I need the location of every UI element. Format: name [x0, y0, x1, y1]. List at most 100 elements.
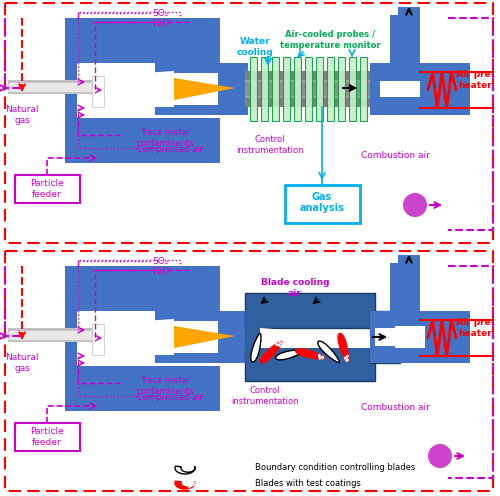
Text: Blade cooling
air: Blade cooling air: [261, 278, 329, 298]
Bar: [245, 94, 370, 107]
Bar: [8, 80, 96, 94]
Text: analysis: analysis: [300, 203, 344, 213]
Bar: [65, 366, 220, 411]
Bar: [294, 57, 301, 121]
Bar: [5, 251, 493, 491]
Bar: [5, 3, 493, 243]
Bar: [390, 263, 420, 311]
Text: H₂O: H₂O: [152, 18, 170, 27]
Polygon shape: [175, 466, 195, 474]
Bar: [245, 71, 370, 84]
Bar: [92, 76, 104, 107]
Bar: [261, 57, 268, 121]
Bar: [370, 311, 400, 363]
Polygon shape: [155, 63, 220, 73]
Bar: [245, 311, 260, 363]
Bar: [92, 324, 104, 355]
Bar: [272, 57, 279, 121]
Text: Air pre-
heater: Air pre- heater: [456, 318, 494, 338]
Bar: [398, 7, 420, 17]
Text: Natural
gas: Natural gas: [5, 353, 39, 372]
Bar: [398, 255, 420, 265]
Polygon shape: [220, 63, 245, 115]
Text: Trace metal
contaminants: Trace metal contaminants: [136, 376, 194, 396]
Bar: [420, 311, 470, 363]
Bar: [327, 57, 334, 121]
Bar: [245, 80, 370, 98]
Text: Blades with test coatings: Blades with test coatings: [255, 479, 361, 488]
Bar: [349, 57, 356, 121]
Bar: [8, 82, 96, 92]
Bar: [15, 423, 80, 451]
Text: Combustion air: Combustion air: [360, 150, 430, 160]
Text: SO₂: SO₂: [152, 8, 168, 17]
Bar: [390, 15, 420, 63]
Polygon shape: [251, 333, 261, 362]
Polygon shape: [338, 333, 348, 362]
Bar: [370, 345, 420, 363]
Text: Combustion air: Combustion air: [360, 404, 430, 413]
Polygon shape: [318, 341, 340, 363]
Bar: [316, 57, 323, 121]
Polygon shape: [220, 311, 245, 363]
Bar: [370, 311, 380, 363]
Polygon shape: [260, 328, 370, 348]
Bar: [420, 311, 435, 363]
Circle shape: [428, 444, 452, 468]
Polygon shape: [155, 353, 220, 363]
Text: Gas: Gas: [312, 192, 332, 202]
Bar: [375, 328, 405, 346]
Polygon shape: [296, 349, 324, 359]
Polygon shape: [155, 105, 220, 115]
Bar: [395, 326, 425, 348]
Polygon shape: [174, 326, 235, 348]
Bar: [245, 293, 375, 328]
Bar: [245, 346, 375, 381]
Polygon shape: [276, 350, 304, 360]
Bar: [65, 18, 220, 63]
Text: Trace metal
contaminants: Trace metal contaminants: [136, 128, 194, 148]
Bar: [8, 328, 96, 342]
Bar: [420, 63, 470, 115]
Bar: [245, 82, 370, 96]
Text: H₂O: H₂O: [152, 266, 170, 275]
Text: Compressed air: Compressed air: [137, 393, 203, 402]
Text: Control
instrumentation: Control instrumentation: [236, 135, 304, 155]
Bar: [370, 63, 420, 81]
Bar: [250, 57, 257, 121]
Polygon shape: [175, 481, 195, 489]
Polygon shape: [174, 78, 235, 100]
Text: Control
instrumentation: Control instrumentation: [231, 386, 299, 406]
Bar: [285, 185, 360, 223]
Text: Water
cooling: Water cooling: [236, 37, 274, 57]
Bar: [8, 330, 96, 340]
Text: SO₂: SO₂: [152, 256, 168, 265]
Polygon shape: [260, 341, 282, 363]
Polygon shape: [96, 319, 174, 355]
Bar: [338, 57, 345, 121]
Bar: [218, 311, 248, 363]
Text: Particle
feeder: Particle feeder: [30, 179, 64, 199]
Bar: [65, 266, 77, 411]
Text: Air pre-
heater: Air pre- heater: [456, 70, 494, 90]
Bar: [360, 57, 367, 121]
Circle shape: [403, 193, 427, 217]
Bar: [65, 266, 220, 311]
Bar: [370, 97, 420, 115]
Text: Air-cooled probes /
temperature monitor: Air-cooled probes / temperature monitor: [280, 30, 380, 50]
Text: Natural
gas: Natural gas: [5, 105, 39, 124]
Text: Compressed air: Compressed air: [137, 145, 203, 154]
Bar: [370, 311, 420, 329]
Bar: [400, 311, 425, 363]
Bar: [15, 175, 80, 203]
Bar: [218, 63, 248, 115]
Bar: [283, 57, 290, 121]
Bar: [65, 18, 77, 163]
Text: Boundary condition controlling blades: Boundary condition controlling blades: [255, 463, 415, 473]
Bar: [370, 63, 380, 115]
Bar: [305, 57, 312, 121]
Bar: [65, 118, 220, 163]
Bar: [420, 63, 435, 115]
Polygon shape: [155, 311, 220, 321]
Polygon shape: [96, 71, 174, 107]
